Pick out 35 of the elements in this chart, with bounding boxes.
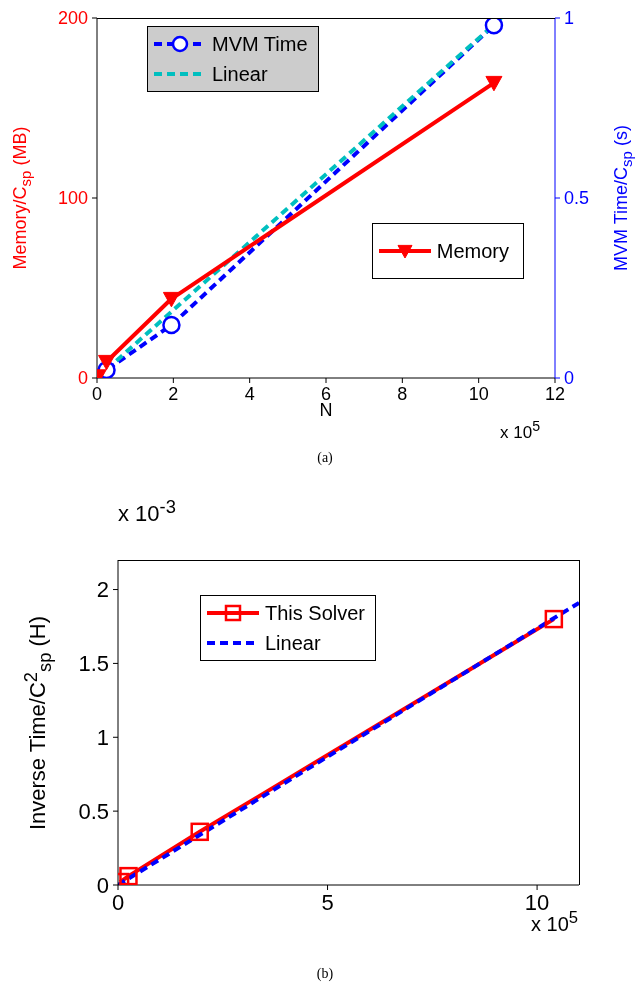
point [162, 291, 180, 308]
text: x 10$^{5}$ [500, 418, 541, 443]
point [190, 822, 209, 842]
y-tick-label: 100 [57, 188, 88, 209]
x-tick-label: 10 [468, 383, 489, 404]
legend-label: Linear [265, 631, 321, 656]
x-tick-label: 8 [397, 383, 408, 404]
y-tick-label: 1.5 [78, 651, 109, 677]
point [162, 315, 181, 335]
x-tick-label: 5 [321, 889, 334, 915]
point [544, 609, 564, 629]
point [119, 866, 138, 885]
y-tick-label: 1 [96, 725, 109, 751]
y-tick-label: 2 [96, 577, 109, 603]
y2-tick-label: 0.5 [564, 188, 590, 209]
x-tick-label: 2 [168, 383, 179, 404]
x-tick-label: 10 [524, 889, 550, 915]
y-tick-label: 0 [77, 368, 88, 389]
legend-label: Linear [212, 62, 268, 87]
y2-tick-label: 1 [564, 8, 575, 29]
legend-label: This Solver [265, 601, 366, 626]
y-tick-label: 200 [57, 8, 88, 29]
y-tick-label: 0.5 [78, 798, 109, 824]
point [484, 18, 504, 35]
x-tick-label: 12 [544, 383, 566, 404]
y-tick-label: 0 [96, 872, 109, 898]
point [98, 354, 116, 371]
text: (a) [317, 450, 333, 466]
y2-tick-label: 0 [564, 368, 575, 389]
text: x 10$^{-3}$ [118, 496, 176, 528]
text: (b) [316, 966, 334, 982]
point [485, 75, 503, 92]
x-tick-label: 4 [244, 383, 255, 404]
legend-label: Memory [436, 239, 510, 265]
legend-label: MVM Time [212, 32, 308, 57]
